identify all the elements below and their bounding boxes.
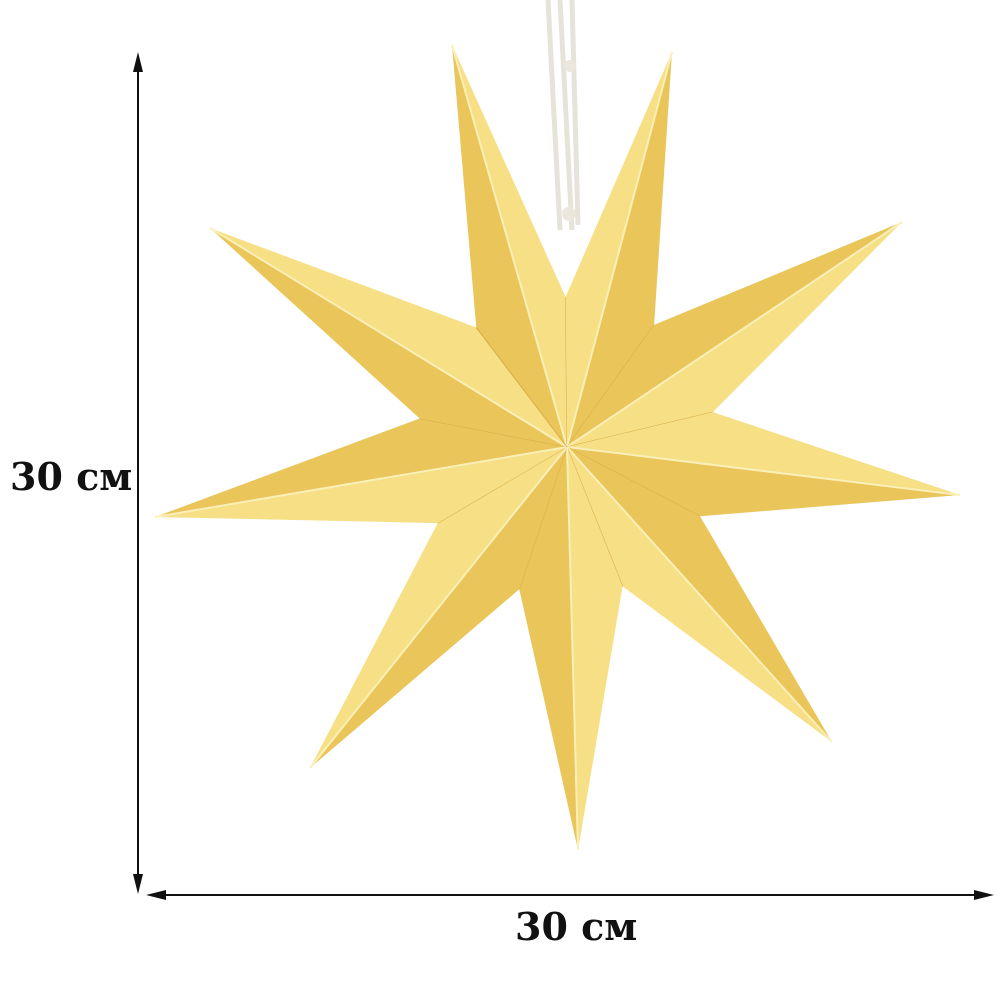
hanging-cord xyxy=(545,0,581,231)
star-crease xyxy=(566,446,579,851)
star-arm-facet xyxy=(155,447,567,524)
star-crease xyxy=(566,446,833,743)
star-arm-facet xyxy=(519,447,578,850)
dimension-arrows xyxy=(133,52,994,900)
star-arm-facet xyxy=(567,412,960,495)
arrow-head-right-icon xyxy=(974,890,994,900)
star-crease xyxy=(154,446,568,518)
cord-bead xyxy=(562,207,576,221)
cord-bead xyxy=(564,60,576,72)
arrow-head-down-icon xyxy=(133,874,143,894)
star-crease xyxy=(309,446,568,769)
width-label: 30 см xyxy=(515,904,638,949)
star-arm-facet xyxy=(567,447,623,850)
star-crease xyxy=(209,227,568,448)
star-crease xyxy=(566,221,903,448)
height-label: 30 см xyxy=(10,454,133,499)
star-crease xyxy=(451,44,568,448)
arrow-head-up-icon xyxy=(133,52,143,72)
star-arm-facet xyxy=(567,447,960,517)
star-arm-facet xyxy=(155,418,567,517)
star-crease xyxy=(566,51,673,448)
star-valley-fold xyxy=(475,327,568,448)
arrow-head-left-icon xyxy=(146,890,166,900)
star-crease xyxy=(566,446,961,496)
nine-point-star xyxy=(154,44,961,851)
